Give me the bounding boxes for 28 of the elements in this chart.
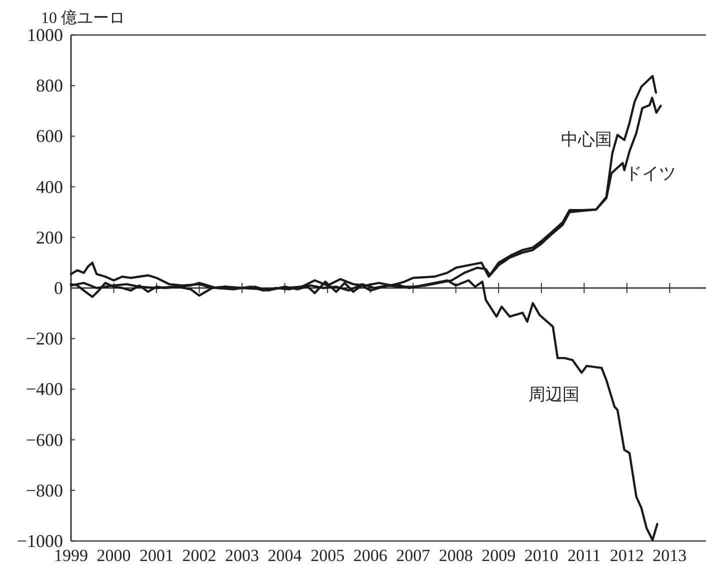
x-tick-label: 2008 [438, 546, 473, 565]
y-axis-title: 10 億ユーロ [41, 9, 125, 27]
x-tick-label: 2003 [225, 546, 260, 565]
x-tick-label: 2007 [396, 546, 431, 565]
x-tick-label: 2002 [182, 546, 216, 565]
y-tick-label: 200 [36, 227, 63, 248]
y-tick-label: 400 [36, 176, 63, 197]
x-tick-label: 2005 [310, 546, 345, 565]
y-tick-label: −400 [26, 379, 63, 400]
x-tick-label: 2011 [567, 546, 601, 565]
x-tick-label: 2013 [652, 546, 687, 565]
y-tick-label: 0 [54, 278, 63, 298]
series-label: 周辺国 [528, 385, 580, 404]
series-label: ドイツ [624, 164, 676, 184]
x-tick-label: 2010 [524, 546, 558, 565]
x-tick-label: 2009 [482, 546, 516, 565]
x-tick-label: 2000 [96, 546, 131, 565]
x-tick-label: 2001 [140, 546, 174, 565]
y-tick-label: −600 [26, 430, 63, 450]
x-tick-label: 2004 [268, 546, 302, 565]
y-tick-label: 800 [36, 76, 63, 96]
y-tick-label: −200 [26, 328, 63, 349]
x-tick-label: 2012 [610, 546, 644, 565]
y-tick-label: 1000 [27, 25, 63, 45]
y-tick-label: −800 [26, 480, 63, 500]
series-label: 中心国 [560, 130, 612, 150]
x-tick-label: 2006 [353, 546, 388, 565]
y-tick-label: 600 [36, 126, 63, 146]
